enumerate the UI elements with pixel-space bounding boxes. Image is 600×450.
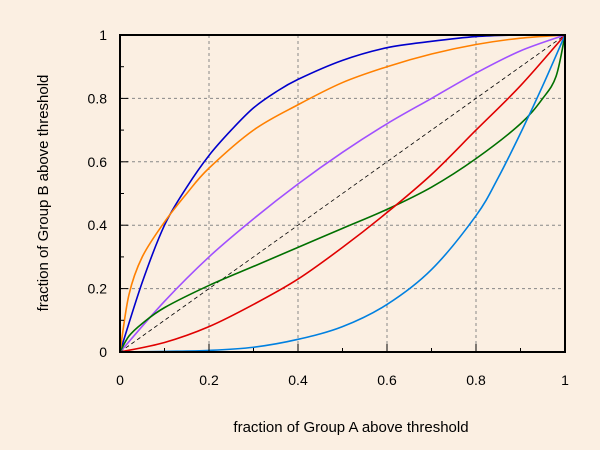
y-tick-label-5: 1: [99, 27, 107, 43]
y-tick-label-2: 0.4: [88, 217, 108, 233]
y-tick-label-4: 0.8: [88, 90, 108, 106]
x-tick-label-5: 1: [561, 372, 569, 388]
x-axis-title: fraction of Group A above threshold: [233, 419, 468, 436]
series-line-4: [119, 34, 566, 353]
y-tick-label-3: 0.6: [88, 154, 108, 170]
y-tick-label-1: 0.2: [88, 281, 108, 297]
series-line-0: [119, 34, 566, 353]
x-tick-label-2: 0.4: [288, 372, 308, 388]
x-tick-label-0: 0: [116, 372, 124, 388]
grid: [120, 35, 565, 352]
series-line-5: [119, 34, 566, 353]
y-axis-title: fraction of Group B above threshold: [35, 75, 52, 312]
x-tick-label-1: 0.2: [199, 372, 219, 388]
series-layer: [119, 34, 566, 353]
y-tick-label-0: 0: [99, 344, 107, 360]
x-tick-label-3: 0.6: [377, 372, 397, 388]
x-tick-labels: 0 0.2 0.4 0.6 0.8 1: [116, 372, 569, 388]
y-tick-labels: 0 0.2 0.4 0.6 0.8 1: [88, 27, 108, 360]
ticks: [119, 34, 566, 353]
series-line-3: [119, 34, 566, 353]
x-tick-label-4: 0.8: [466, 372, 486, 388]
series-line-2: [119, 34, 566, 353]
